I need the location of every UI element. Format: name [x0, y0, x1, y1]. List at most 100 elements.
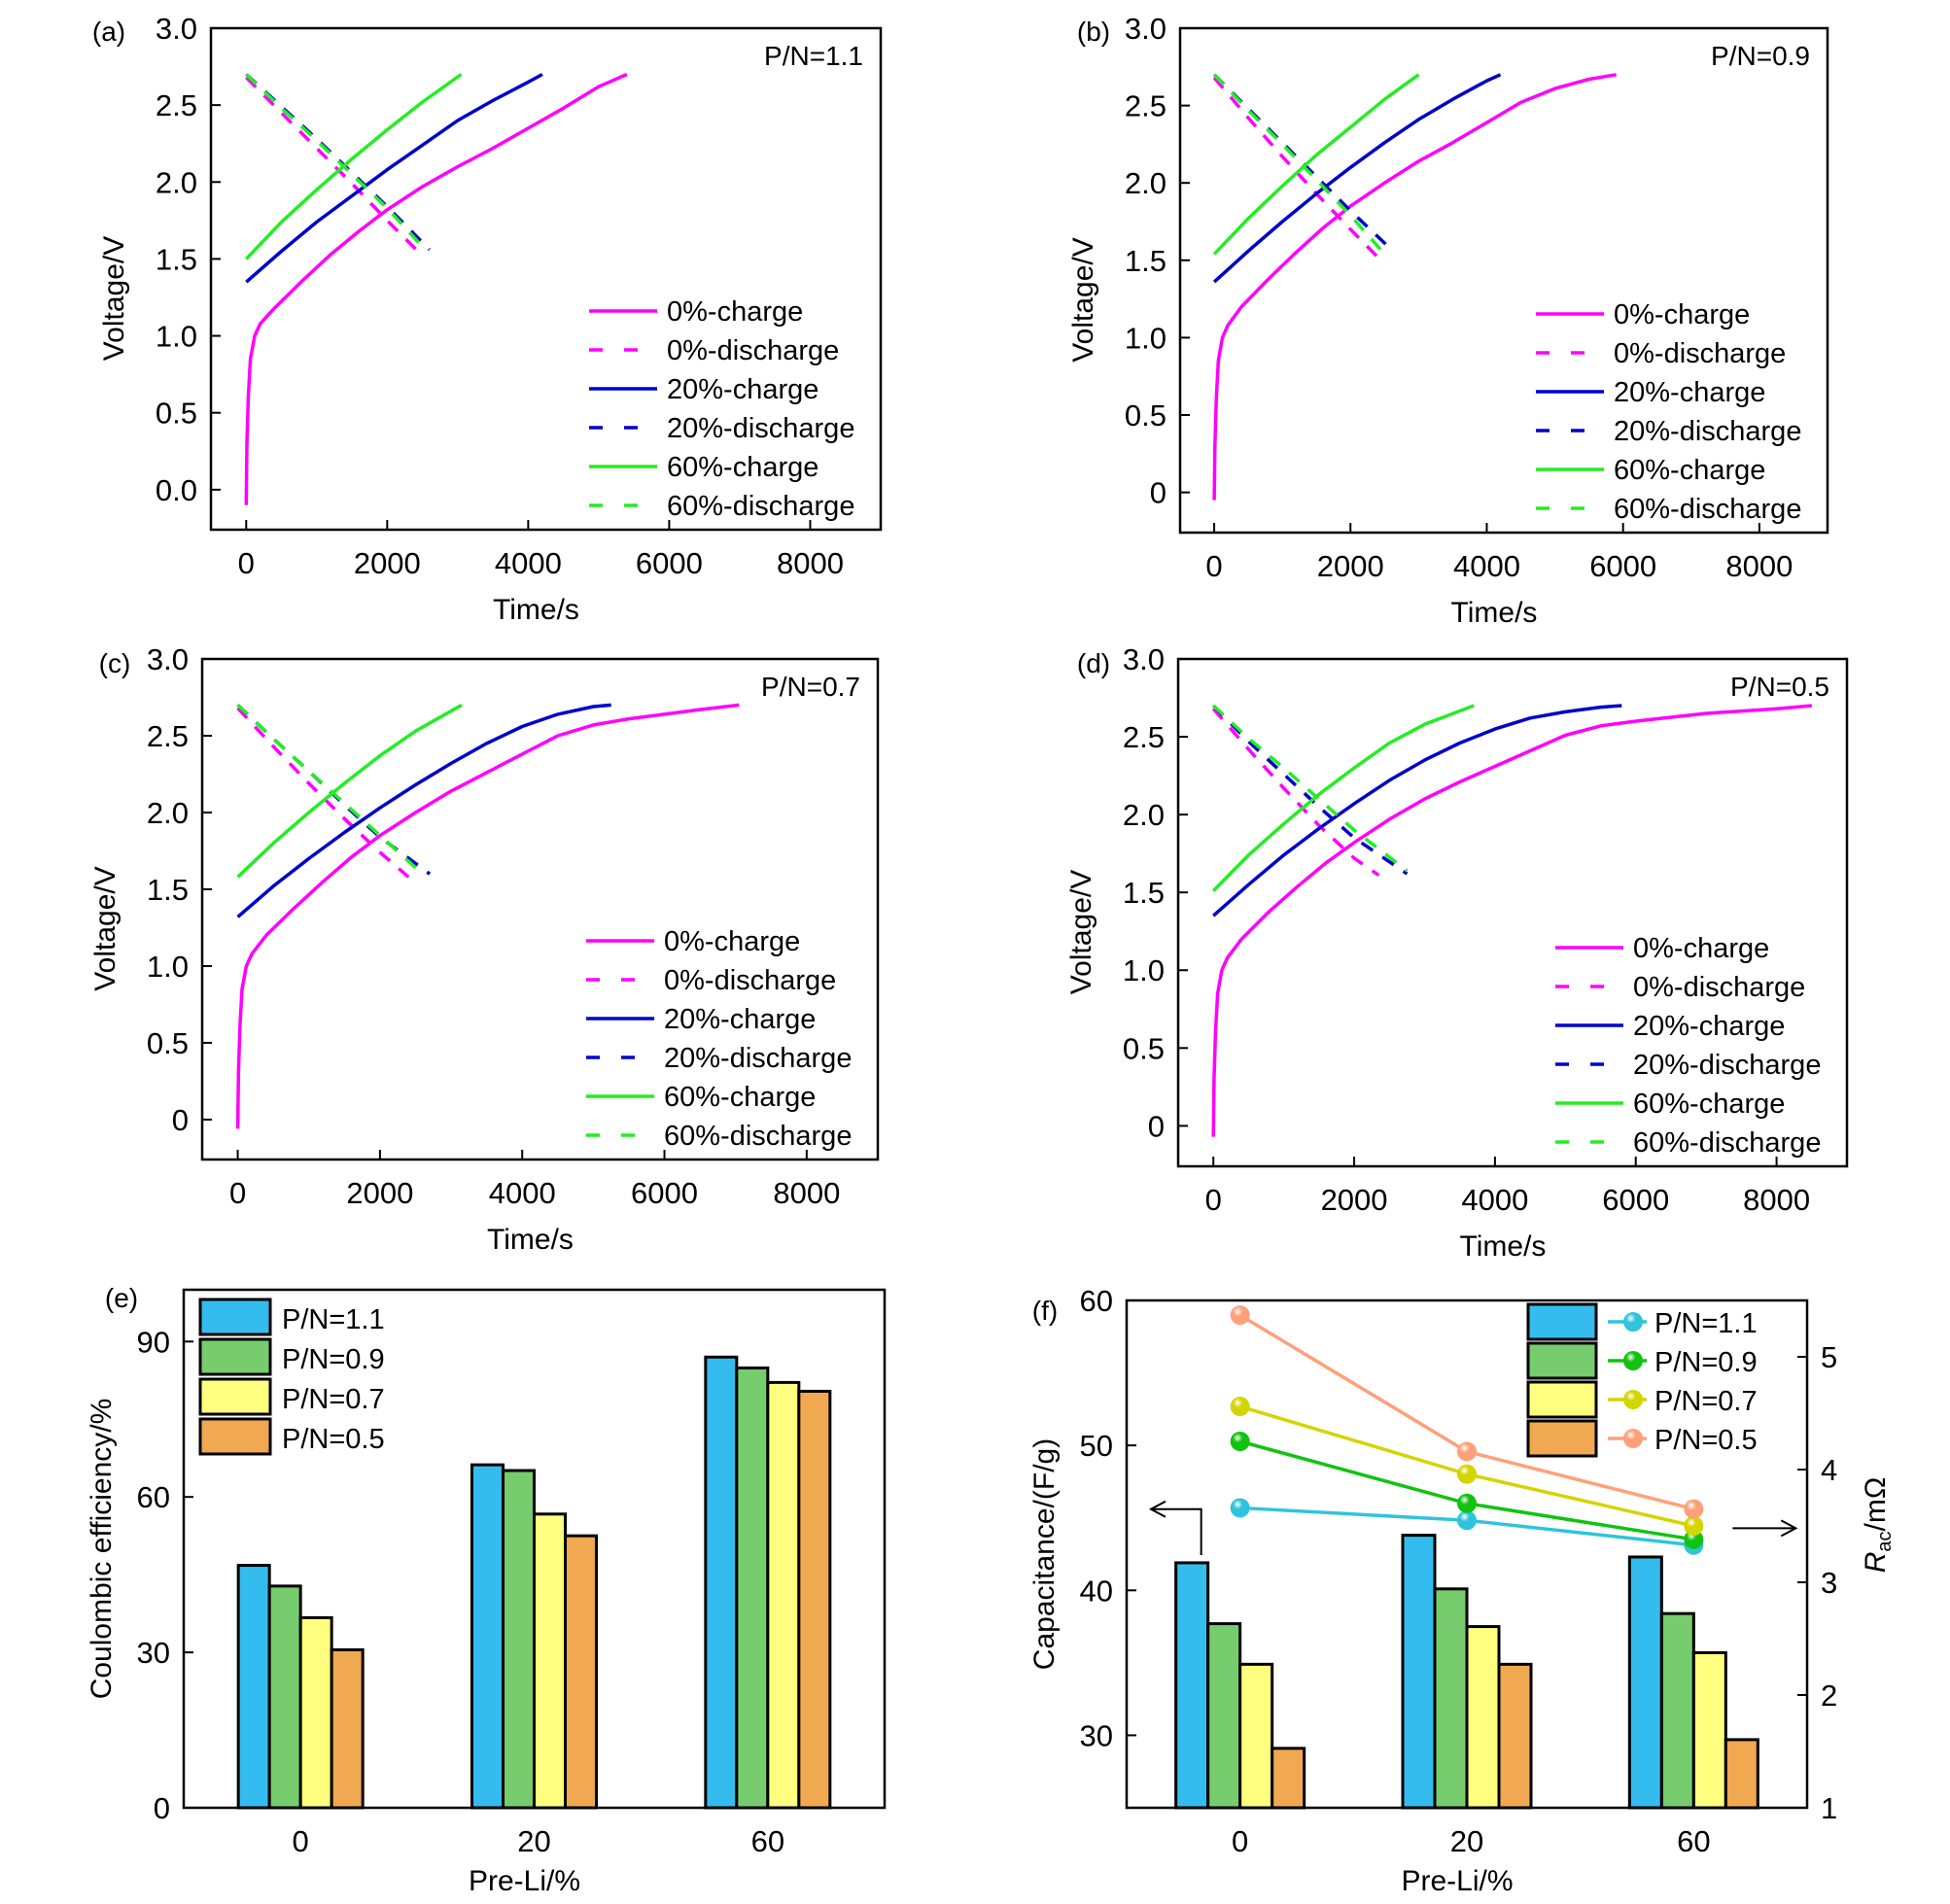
legend-label: 20%-charge — [1633, 1011, 1785, 1042]
legend-label: 20%-discharge — [1614, 416, 1801, 447]
plot-frame — [209, 26, 883, 532]
x-tick-label: 6000 — [636, 546, 703, 580]
bar-P/N=0.5 — [1271, 1747, 1306, 1810]
rac-marker-P/N=0.9 — [1457, 1493, 1477, 1513]
rac-marker-P/N=1.1 — [1457, 1510, 1477, 1531]
y2-title-sub: ac — [1874, 1531, 1896, 1551]
y-tick-label: 90 — [137, 1325, 170, 1359]
panel-d: (d) P/N=0.5 0 2000 4000 6000 8000 0 0.5 1.0 1.5 2.0… — [1065, 642, 1849, 1263]
legend-label: 0%-charge — [664, 926, 800, 957]
category-label: 60 — [1677, 1824, 1710, 1858]
bar-P/N=0.5 — [564, 1534, 598, 1810]
x-tick-label: 0 — [229, 1176, 246, 1210]
plot-frame — [200, 657, 880, 1161]
category-label: 20 — [517, 1824, 550, 1858]
panel-label: (b) — [1077, 17, 1110, 47]
y-tick-label: 30 — [137, 1636, 170, 1670]
y-tick-label: 0 — [1148, 1109, 1165, 1143]
legend-label: 20%-charge — [667, 374, 818, 405]
legend-bar-swatch — [198, 1337, 272, 1376]
y-tick-label: 3.0 — [1123, 642, 1165, 676]
legend-bar-swatch — [1526, 1419, 1598, 1458]
series-line-60pct-discharge — [236, 704, 424, 876]
y-axis-title: Capacitance/(F/g) — [1028, 1438, 1061, 1670]
y2-tick-label: 2 — [1821, 1679, 1837, 1713]
y-tick-label: 2.5 — [1123, 720, 1165, 754]
y-tick-label: 0.5 — [1123, 1031, 1165, 1065]
legend-marker-swatch — [1623, 1390, 1643, 1409]
bar-P/N=0.7 — [1691, 1650, 1727, 1810]
y-tick-label: 60 — [137, 1480, 170, 1514]
y-tick-label: 1.0 — [1123, 953, 1165, 987]
y-tick-label: 2.5 — [147, 719, 189, 753]
panel-a: (a) P/N=1.1 0 2000 4000 6000 8000 0.0 0.5 1.0 1.5 2… — [92, 12, 883, 626]
legend-label: 0%-charge — [1614, 299, 1750, 330]
legend-label: P/N=1.1 — [1654, 1308, 1758, 1339]
series-line-0pct-charge — [244, 72, 628, 505]
panel-c: (c) P/N=0.7 0 2000 4000 6000 8000 0 0.5 1.0 1.5 2.0… — [89, 642, 880, 1256]
pn-annotation: P/N=0.9 — [1711, 41, 1810, 71]
y2-tick-label: 4 — [1821, 1453, 1837, 1487]
left-arrow-head — [1148, 1500, 1167, 1518]
series-group — [244, 72, 628, 505]
y-tick-label: 1.5 — [1125, 244, 1167, 278]
x-tick-label: 4000 — [1453, 549, 1520, 583]
x-tick-label: 0 — [238, 546, 255, 580]
series-line-0pct-charge — [235, 703, 740, 1129]
series-line-0pct-discharge — [236, 707, 410, 879]
y-tick-label: 1.5 — [1123, 876, 1165, 910]
y-tick-label: 0 — [1150, 476, 1167, 510]
rac-marker-P/N=0.5 — [1457, 1441, 1477, 1462]
bar-P/N=1.1 — [236, 1564, 271, 1810]
legend-label: 20%-discharge — [664, 1043, 852, 1074]
x-tick-label: 6000 — [1589, 549, 1656, 583]
y-axis-title: Voltage/V — [98, 236, 130, 361]
x-axis-title: Pre-Li/% — [469, 1865, 580, 1897]
y-axis-title: Coulombic efficiency/% — [86, 1399, 118, 1700]
legend-label: 0%-discharge — [1614, 338, 1786, 369]
series-group — [235, 703, 740, 1129]
bar-P/N=1.1 — [470, 1463, 505, 1810]
legend-label: 60%-discharge — [664, 1121, 852, 1152]
x-tick-label: 6000 — [631, 1176, 698, 1210]
y-tick-label: 2.0 — [1123, 798, 1165, 832]
bar-P/N=0.9 — [267, 1584, 302, 1810]
x-axis-title: Time/s — [487, 1224, 574, 1256]
bar-P/N=0.9 — [735, 1366, 770, 1810]
bar-P/N=1.1 — [1174, 1561, 1210, 1810]
pn-annotation: P/N=0.7 — [761, 672, 860, 702]
y-tick-label: 2.5 — [1125, 89, 1167, 123]
y-axis-title: Voltage/V — [89, 866, 122, 990]
bar-P/N=0.5 — [797, 1389, 832, 1810]
y-tick-label: 3.0 — [156, 12, 197, 46]
x-tick-label: 2000 — [1317, 549, 1384, 583]
legend-label: 60%-discharge — [667, 491, 854, 522]
series-line-60pct-charge — [236, 703, 463, 879]
series-line-0pct-discharge — [245, 76, 424, 258]
series-line-20pct-charge — [1212, 73, 1502, 284]
y-tick-label: 0.5 — [156, 397, 197, 431]
legend-label: P/N=0.5 — [1654, 1425, 1758, 1456]
series-line-0pct-charge — [1211, 704, 1812, 1137]
rac-marker-P/N=0.5 — [1230, 1305, 1250, 1326]
legend-label: 60%-discharge — [1614, 494, 1801, 525]
series-group — [1212, 73, 1617, 501]
legend-label: 60%-charge — [664, 1082, 816, 1113]
right-arrow-head — [1780, 1519, 1798, 1538]
y-tick-label: 1.0 — [147, 950, 189, 984]
series-group — [1211, 704, 1812, 1137]
bar-P/N=0.7 — [533, 1512, 567, 1810]
category-label: 60 — [751, 1824, 784, 1858]
left-axis-arrow — [1151, 1507, 1202, 1555]
legend-marker-swatch — [1623, 1312, 1643, 1332]
x-tick-label: 4000 — [489, 1176, 556, 1210]
legend-bar-swatch — [1526, 1302, 1598, 1341]
rac-marker-P/N=0.9 — [1684, 1529, 1704, 1549]
panel-label: (e) — [105, 1283, 138, 1313]
pn-annotation: P/N=1.1 — [764, 41, 863, 71]
legend-bar-swatch — [198, 1377, 272, 1416]
series-line-60pct-discharge — [245, 73, 424, 248]
series-line-60pct-charge — [1211, 704, 1475, 892]
series-line-60pct-charge — [245, 73, 463, 260]
y-tick-label: 40 — [1080, 1574, 1113, 1608]
